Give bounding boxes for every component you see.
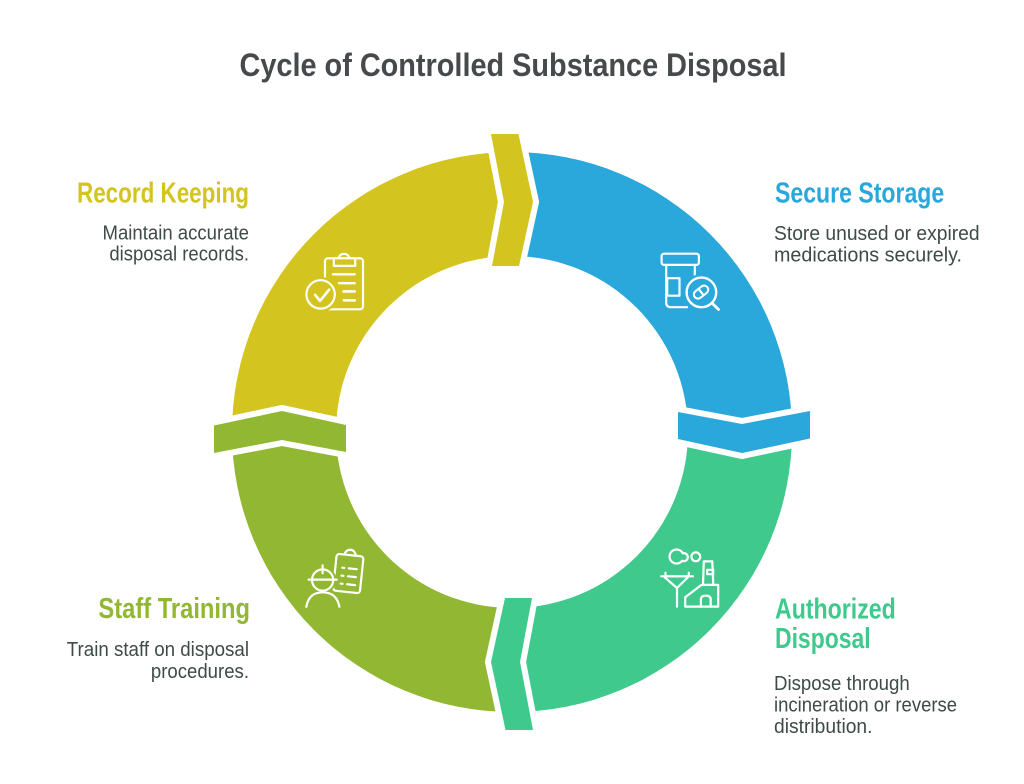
svg-text:Dispose through: Dispose through [774, 673, 910, 695]
svg-text:Authorized: Authorized [775, 594, 896, 626]
svg-text:Train staff on disposal: Train staff on disposal [67, 639, 249, 661]
svg-text:Maintain accurate: Maintain accurate [103, 223, 250, 245]
svg-text:Disposal: Disposal [775, 623, 871, 655]
svg-text:incineration or reverse: incineration or reverse [774, 695, 957, 717]
svg-text:distribution.: distribution. [774, 716, 873, 738]
svg-text:procedures.: procedures. [151, 661, 249, 683]
svg-text:Cycle of Controlled Substance: Cycle of Controlled Substance Disposal [240, 47, 787, 83]
svg-text:medications securely.: medications securely. [774, 245, 962, 267]
svg-text:Record Keeping: Record Keeping [77, 177, 249, 209]
svg-text:Secure Storage: Secure Storage [775, 178, 944, 210]
svg-text:Staff Training: Staff Training [98, 593, 250, 625]
svg-text:disposal records.: disposal records. [109, 243, 249, 265]
svg-text:Store unused or expired: Store unused or expired [774, 223, 980, 245]
